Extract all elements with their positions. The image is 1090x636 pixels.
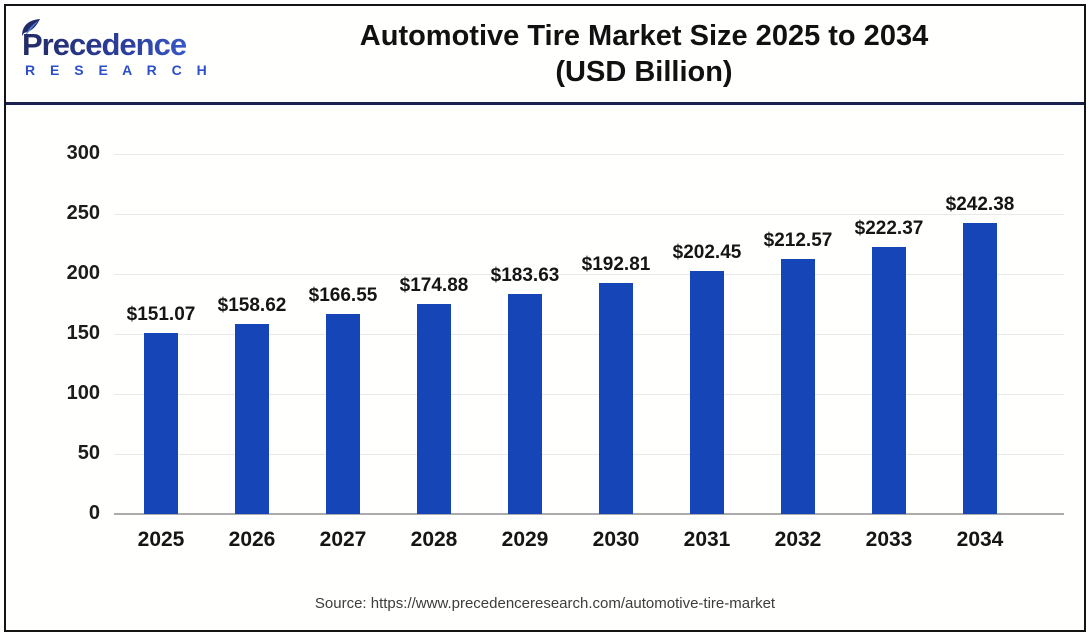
bar-value-label: $202.45 (672, 242, 742, 263)
bar-value-label: $212.57 (763, 230, 833, 251)
bar-value-label: $242.38 (945, 194, 1015, 215)
x-tick-label: 2031 (683, 528, 731, 551)
chart-card: Precedence R E S E A R C H Automotive Ti… (4, 4, 1086, 632)
bar (508, 294, 542, 514)
y-tick-label: 100 (66, 382, 100, 404)
y-tick-label: 200 (66, 262, 100, 284)
gridline (114, 394, 1064, 395)
bar-value-label: $183.63 (490, 265, 560, 286)
bar-value-label: $174.88 (399, 275, 469, 296)
gridline (114, 214, 1064, 215)
gridline (114, 454, 1064, 455)
x-tick-label: 2029 (501, 528, 549, 551)
x-tick-label: 2025 (137, 528, 185, 551)
y-tick-label: 250 (66, 202, 100, 224)
y-tick-label: 0 (88, 502, 100, 524)
y-tick-label: 50 (77, 442, 100, 464)
bar (326, 314, 360, 514)
x-tick-label: 2026 (228, 528, 276, 551)
bar (781, 259, 815, 514)
leaf-icon (22, 19, 40, 36)
precedence-logo: Precedence R E S E A R C H (6, 19, 214, 78)
bar (144, 333, 178, 514)
gridline (114, 334, 1064, 335)
gridline (114, 274, 1064, 275)
x-tick-label: 2032 (774, 528, 822, 551)
bar-value-label: $158.62 (217, 295, 287, 316)
bar (235, 324, 269, 514)
header: Precedence R E S E A R C H Automotive Ti… (6, 6, 1084, 105)
x-tick-label: 2030 (592, 528, 640, 551)
title-line-2: (USD Billion) (555, 56, 733, 88)
page-title: Automotive Tire Market Size 2025 to 2034… (214, 18, 1084, 90)
bar (963, 223, 997, 514)
x-tick-label: 2034 (956, 528, 1004, 551)
x-axis-baseline (114, 513, 1064, 515)
source-attribution: Source: https://www.precedenceresearch.c… (314, 595, 776, 612)
title-line-1: Automotive Tire Market Size 2025 to 2034 (359, 20, 929, 52)
bar (690, 271, 724, 514)
x-tick-label: 2028 (410, 528, 458, 551)
bar (872, 247, 906, 514)
x-tick-label: 2027 (319, 528, 367, 551)
x-tick-label: 2033 (865, 528, 913, 551)
bar-chart-plot-area: 0 50 100 150 200 250 300 $151.07 2025 $158.62 2026… (67, 142, 1064, 551)
y-tick-label: 150 (66, 322, 100, 344)
bar-value-label: $166.55 (308, 285, 378, 306)
y-tick-label: 300 (66, 142, 100, 164)
bar-value-label: $151.07 (126, 304, 196, 325)
logo-subtext: R E S E A R C H (25, 62, 213, 78)
gridline (114, 154, 1064, 155)
bar-value-label: $192.81 (581, 254, 651, 275)
bar (417, 304, 451, 514)
chart-region: 0 50 100 150 200 250 300 $151.07 2025 $158.62 2026… (6, 105, 1084, 585)
bar (599, 283, 633, 514)
logo-wordmark: Precedence (22, 29, 214, 60)
bar-value-label: $222.37 (854, 218, 924, 239)
